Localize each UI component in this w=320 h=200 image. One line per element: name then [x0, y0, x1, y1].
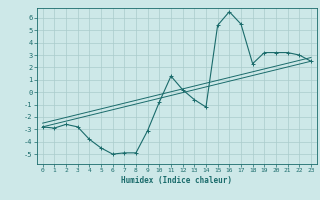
- X-axis label: Humidex (Indice chaleur): Humidex (Indice chaleur): [121, 176, 232, 185]
